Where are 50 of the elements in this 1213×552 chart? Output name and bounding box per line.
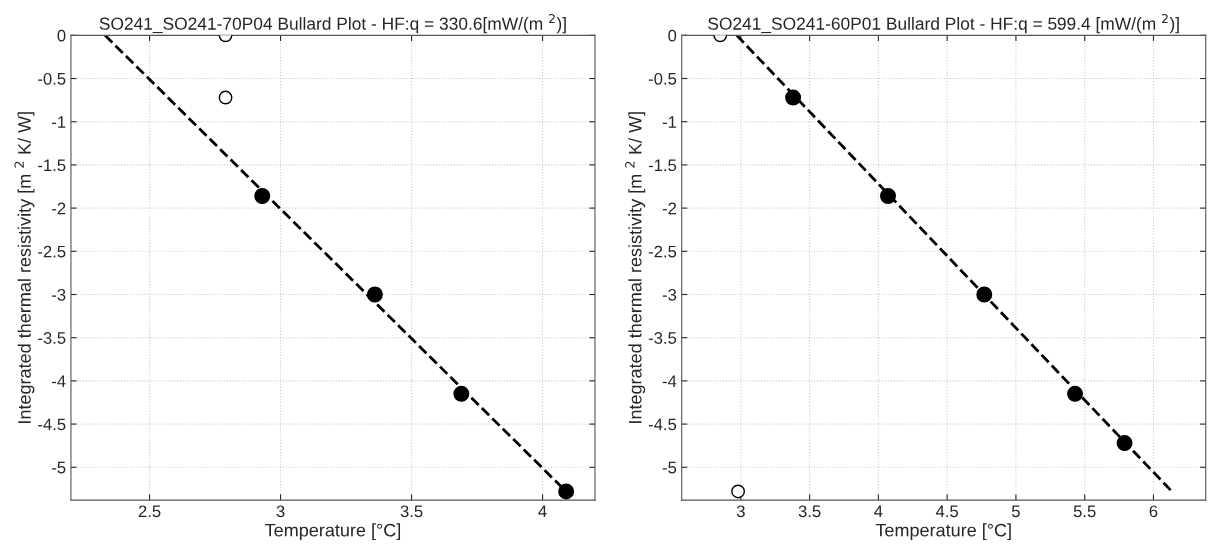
point (254, 188, 271, 204)
x-axis-title: Temperature [°C] (875, 523, 1011, 541)
x-tick-label: 5 (1011, 505, 1020, 518)
y-tick-label: -1.5 (648, 159, 677, 172)
y-tick-label: -3 (662, 288, 677, 301)
y-tick-label: -1 (662, 116, 677, 128)
x-tick-label: 3.5 (400, 505, 423, 518)
point (1116, 435, 1133, 452)
y-axis-title: Integrated thermal resistivity [m $^{2}$ K/ W] (625, 112, 646, 423)
y-tick-label: -4.5 (38, 418, 66, 431)
x-tick-label: 4 (538, 505, 547, 518)
point (558, 483, 575, 500)
point (218, 90, 233, 105)
y-tick-label: -5 (662, 461, 677, 474)
x-tick-label: 4.5 (935, 505, 959, 518)
x-tick-label: 3 (736, 505, 745, 518)
y-tick-label: -0.5 (38, 72, 66, 85)
y-tick-label: -4 (52, 375, 66, 387)
point (785, 89, 802, 106)
x-tick-label: 4 (874, 505, 883, 518)
y-tick-label: -2 (52, 202, 66, 215)
point (1067, 385, 1084, 402)
y-tick-label: -1.5 (38, 159, 66, 172)
y-tick-label: -3 (52, 288, 66, 301)
y-tick-label: -2.5 (38, 245, 66, 258)
y-tick-label: -4 (662, 375, 677, 387)
y-tick-label: -3.5 (648, 332, 677, 344)
x-tick-label: 6 (1149, 505, 1158, 518)
y-tick-label: -2.5 (648, 245, 677, 258)
x-axis-title: Temperature [°C] (265, 523, 401, 541)
y-tick-label: -5 (52, 461, 66, 474)
x-tick-label: 3 (276, 505, 285, 518)
point (976, 286, 993, 303)
y-tick-label: -0.5 (648, 72, 677, 85)
chart-title: SO241_SO241-60P01 Bullard Plot - HF:q = 599.4 [mW/(m $^{2}$)] (708, 13, 1179, 34)
x-tick-label: 5.5 (1073, 505, 1096, 518)
y-tick-label: -4.5 (648, 418, 677, 431)
y-tick-label: -3.5 (38, 332, 66, 344)
x-tick-label: 3.5 (798, 505, 821, 518)
y-axis-title: Integrated thermal resistivity [m $^{2}$ K/ W] (14, 112, 35, 423)
y-tick-label: -1 (52, 116, 66, 128)
y-tick-label: -2 (662, 202, 677, 215)
point (366, 286, 383, 303)
point (453, 385, 470, 402)
point (880, 188, 896, 204)
chart-title: SO241_SO241-70P04 Bullard Plot - HF:q = 330.6[mW/(m $^{2}$)] (99, 13, 566, 34)
y-tick-label: 0 (57, 29, 66, 42)
y-tick-label: 0 (668, 29, 677, 42)
point (731, 484, 746, 499)
x-tick-label: 2.5 (138, 505, 161, 518)
